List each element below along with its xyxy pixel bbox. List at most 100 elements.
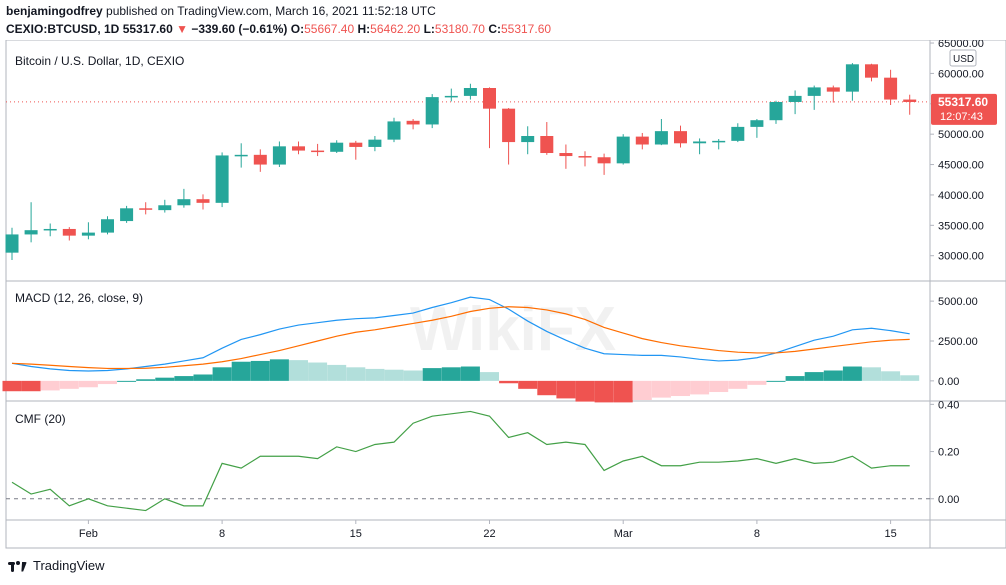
macd-histogram-bar [690,380,710,395]
y-tick-label: 65000.00 [938,40,984,50]
macd-histogram-bar [747,380,767,385]
candle-body [177,199,191,206]
macd-histogram-bar [537,380,557,396]
candle-body [903,99,917,102]
down-arrow-icon: ▼ [176,22,188,36]
candle-body [597,157,611,164]
candle-body [196,199,210,203]
candle-body [521,136,535,143]
macd-histogram-bar [881,371,901,381]
x-tick-label: Mar [614,528,633,540]
macd-histogram-bar [728,380,748,389]
last-price-badge [931,93,997,125]
macd-histogram-bar [518,380,538,389]
author-name[interactable]: benjamingodfrey [6,4,103,18]
publish-header: benjamingodfrey published on TradingView… [6,4,436,18]
candle-body [845,64,859,92]
candle-body [865,64,878,78]
publish-info: published on TradingView.com, March 16, … [106,4,436,18]
macd-histogram-bar [365,368,385,381]
macd-histogram-bar [499,380,519,384]
macd-histogram-bar [155,377,175,381]
candle-body [769,101,783,121]
macd-histogram-bar [403,370,423,381]
macd-histogram-bar [632,380,652,400]
candle-body [139,208,153,210]
candle-body [884,77,898,100]
macd-histogram-bar [709,380,729,393]
candle-body [788,95,802,102]
macd-histogram-bar [900,375,920,381]
tradingview-footer[interactable]: TradingView [8,558,105,573]
macd-histogram-bar [193,374,213,381]
macd-histogram-bar [289,360,308,381]
macd-histogram-bar [575,380,595,402]
chart-frame [5,40,1006,549]
candle-body [292,146,305,151]
macd-histogram-bar [384,369,404,381]
candle-body [425,97,439,125]
candle-body [654,131,668,145]
high-label: H: [357,22,371,36]
close-value: 55317.60 [500,22,552,36]
x-tick-label: Feb [79,528,98,540]
currency-label: USD [953,54,974,65]
candle-body [444,95,458,98]
y-tick-label: 5000.00 [938,296,978,308]
candle-body [24,230,38,235]
macd-histogram-bar [231,361,251,381]
y-tick-label: 2500.00 [938,336,978,348]
countdown-timer: 12:07:43 [940,111,983,123]
macd-histogram-bar [327,364,347,381]
candle-body [406,120,420,125]
candle-body [368,139,382,147]
macd-histogram-bar [422,368,442,381]
tradingview-brand: TradingView [33,558,105,573]
cmf-line [11,410,910,512]
macd-histogram-bar [21,380,41,392]
candle-body [120,208,134,222]
low-label: L: [423,22,435,36]
candle-body [502,108,516,143]
macd-histogram-bar [40,380,60,391]
x-tick-label: 8 [219,528,225,540]
candle-body [253,154,267,165]
tradingview-logo-icon [8,559,28,573]
x-tick-label: 22 [483,528,495,540]
candle-body [578,156,592,158]
candle-body [81,232,95,236]
last-price: 55317.60 [122,22,173,36]
candle-body [62,228,76,236]
candle-body [349,142,363,147]
macd-pane-title: MACD (12, 26, close, 9) [15,291,143,305]
macd-histogram-bar [98,380,117,385]
price-change: −339.60 (−0.61%) [191,22,288,36]
candle-body [559,153,573,157]
macd-histogram-bar [174,376,194,381]
y-tick-label: 30000.00 [938,251,984,263]
macd-histogram-bar [823,370,843,381]
candle-body [463,88,477,96]
macd-histogram-bar [269,359,289,381]
y-tick-label: 0.00 [938,376,959,388]
macd-histogram-bar [594,380,614,403]
macd-histogram-bar [785,376,805,381]
macd-histogram-bar [59,380,79,389]
candle-body [674,131,687,144]
candle-body [731,126,745,141]
candle-body [234,154,248,157]
x-tick-label: 15 [350,528,362,540]
candle-body [616,136,630,164]
macd-histogram-bar [480,372,499,381]
macd-histogram-bar [556,380,576,399]
macd-histogram-bar [78,380,98,388]
y-tick-label: 0.00 [938,494,959,506]
macd-histogram-bar [651,380,671,398]
y-tick-label: 50000.00 [938,129,984,141]
candle-body [693,141,707,144]
macd-histogram-bar [842,366,862,381]
x-tick-label: 15 [884,528,896,540]
macd-histogram-bar [766,380,786,382]
chart-area[interactable]: WikiFX30000.0035000.0040000.0045000.0050… [0,40,1006,550]
candle-body [712,140,726,143]
